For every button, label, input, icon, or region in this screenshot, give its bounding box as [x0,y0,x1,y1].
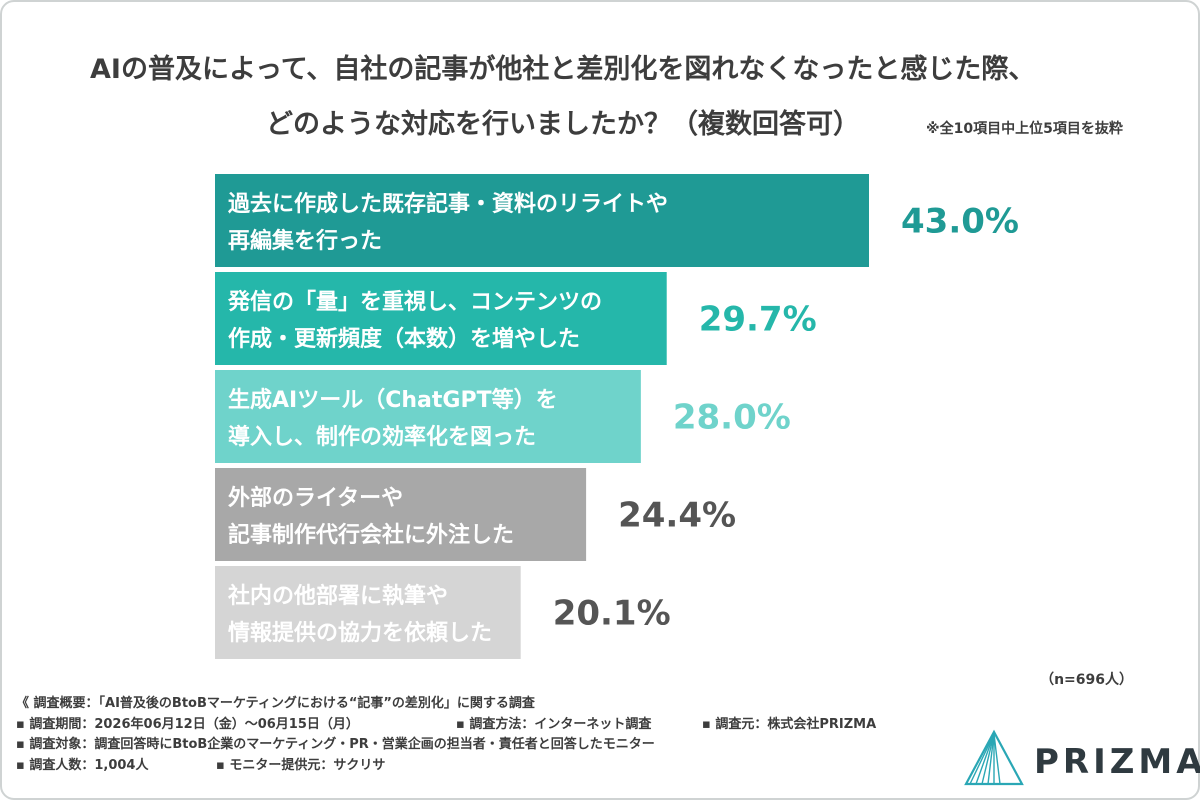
prizma-logo: PRIZMA [962,728,1200,790]
survey-footer: 《 調査概要：「AI普及後のBtoBマーケティングにおける“記事”の差別化」に関… [16,694,956,776]
sample-size-label: （n=696人） [1040,671,1133,688]
logo-ray-1 [969,733,995,785]
logo-ray-4 [987,733,995,785]
prizma-logo-text: PRIZMA [1034,742,1200,782]
bar-3-label-line-2: 導入し、制作の効率化を図った [228,424,536,450]
bar-4-label-line-1: 外部のライターや [228,485,403,511]
logo-ray-3 [981,733,995,785]
bar-2-value-label: 29.7% [699,300,817,340]
bar-2 [215,272,667,365]
survey-summary: 《 調査概要：「AI普及後のBtoBマーケティングにおける“記事”の差別化」に関… [16,696,535,711]
bar-3 [215,370,641,463]
bar-4 [215,468,587,561]
survey-period: ▪ 調査期間：2026年06月12日（金）〜06月15日（月） [16,716,359,732]
bar-5 [215,566,521,659]
survey-source: ▪ 調査元：株式会社PRIZMA [702,716,877,732]
prizma-logo-mark-icon [964,729,1024,786]
survey-count: ▪ 調査人数：1,004人 [16,757,149,773]
bar-5-label-line-2: 情報提供の協力を依頼した [228,620,492,646]
logo-ray-2 [975,733,995,785]
bar-1 [215,174,869,267]
bar-5-label-line-1: 社内の他部署に執筆や [228,583,448,609]
survey-provider: ▪ モニター提供元：サクリサ [216,757,386,773]
bar-1-label-line-2: 再編集を行った [228,228,382,254]
bar-4-value-label: 24.4% [618,496,736,536]
bar-1-label-line-1: 過去に作成した既存記事・資料のリライトや [228,191,668,217]
chart-title-line-2: どのような対応を行いましたか？（複数回答可） [266,108,860,140]
bar-5-value-label: 20.1% [553,594,671,634]
bar-2-label-line-2: 作成・更新頻度（本数）を増やした [228,326,580,352]
bar-3-label-line-1: 生成AIツール（ChatGPT等）を [228,387,558,413]
bar-3-value-label: 28.0% [673,398,791,438]
bar-4-label-line-2: 記事制作代行会社に外注した [228,522,514,548]
chart-title-note: ※全10項目中上位5項目を抜粋 [926,120,1123,137]
logo-ray-6 [993,733,1001,785]
bar-1-value-label: 43.0% [901,202,1019,242]
bar-2-label-line-1: 発信の「量」を重視し、コンテンツの [227,289,602,315]
survey-target: ▪ 調査対象：調査回答時にBtoB企業のマーケティング・PR・営業企画の担当者・… [16,737,655,752]
chart-title-line-1: AIの普及によって、自社の記事が他社と差別化を図れなくなったと感じた際、 [90,53,1035,85]
survey-method: ▪ 調査方法：インターネット調査 [456,716,652,732]
